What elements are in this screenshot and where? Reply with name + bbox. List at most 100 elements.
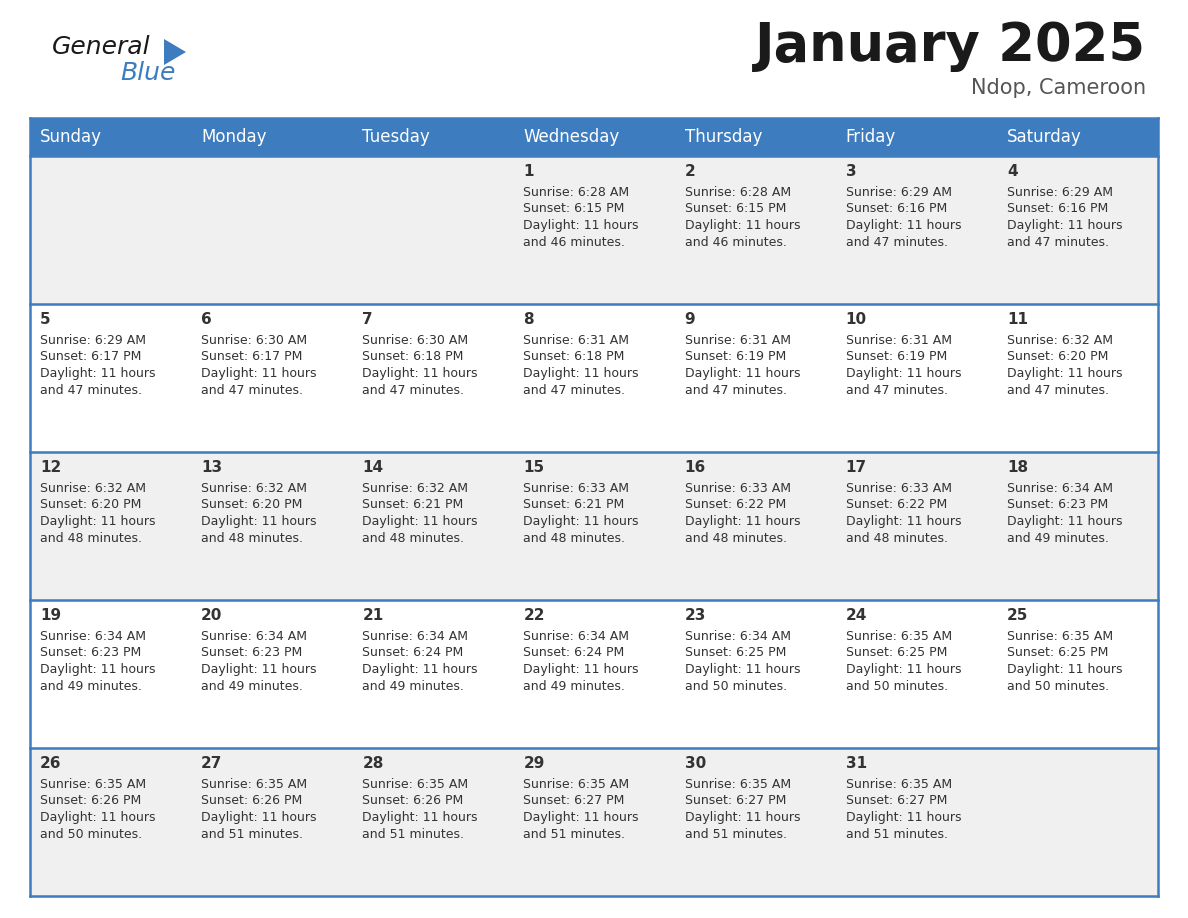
Text: Daylight: 11 hours: Daylight: 11 hours (684, 663, 800, 676)
Text: 8: 8 (524, 312, 535, 327)
Text: Sunset: 6:18 PM: Sunset: 6:18 PM (362, 351, 463, 364)
Text: Sunrise: 6:30 AM: Sunrise: 6:30 AM (362, 334, 468, 347)
Text: 30: 30 (684, 756, 706, 771)
Text: Sunset: 6:27 PM: Sunset: 6:27 PM (846, 794, 947, 808)
Text: and 51 minutes.: and 51 minutes. (362, 827, 465, 841)
Text: Sunset: 6:26 PM: Sunset: 6:26 PM (40, 794, 141, 808)
Text: Sunrise: 6:29 AM: Sunrise: 6:29 AM (846, 186, 952, 199)
Text: Sunrise: 6:34 AM: Sunrise: 6:34 AM (40, 630, 146, 643)
Text: Sunset: 6:17 PM: Sunset: 6:17 PM (40, 351, 141, 364)
Text: and 51 minutes.: and 51 minutes. (201, 827, 303, 841)
Text: Sunset: 6:19 PM: Sunset: 6:19 PM (846, 351, 947, 364)
Text: 16: 16 (684, 460, 706, 475)
Text: and 47 minutes.: and 47 minutes. (362, 384, 465, 397)
Text: and 47 minutes.: and 47 minutes. (1007, 236, 1108, 249)
Text: Sunrise: 6:33 AM: Sunrise: 6:33 AM (846, 482, 952, 495)
Text: Daylight: 11 hours: Daylight: 11 hours (524, 367, 639, 380)
Text: Blue: Blue (120, 61, 176, 85)
Text: Sunrise: 6:34 AM: Sunrise: 6:34 AM (684, 630, 790, 643)
Text: 18: 18 (1007, 460, 1028, 475)
Text: Daylight: 11 hours: Daylight: 11 hours (1007, 367, 1123, 380)
Bar (30, 156, 1158, 304)
Text: Daylight: 11 hours: Daylight: 11 hours (846, 663, 961, 676)
Text: Daylight: 11 hours: Daylight: 11 hours (40, 515, 156, 528)
Text: Sunset: 6:16 PM: Sunset: 6:16 PM (1007, 203, 1108, 216)
Text: Daylight: 11 hours: Daylight: 11 hours (362, 663, 478, 676)
Text: Sunrise: 6:31 AM: Sunrise: 6:31 AM (846, 334, 952, 347)
Text: and 51 minutes.: and 51 minutes. (846, 827, 948, 841)
Text: Sunset: 6:27 PM: Sunset: 6:27 PM (684, 794, 786, 808)
Text: Daylight: 11 hours: Daylight: 11 hours (524, 811, 639, 824)
Text: Sunrise: 6:33 AM: Sunrise: 6:33 AM (684, 482, 790, 495)
Text: and 48 minutes.: and 48 minutes. (684, 532, 786, 544)
Text: 9: 9 (684, 312, 695, 327)
Text: January 2025: January 2025 (756, 20, 1146, 72)
Text: and 50 minutes.: and 50 minutes. (684, 679, 786, 692)
Text: Daylight: 11 hours: Daylight: 11 hours (40, 367, 156, 380)
Text: Thursday: Thursday (684, 128, 762, 146)
Text: Sunrise: 6:31 AM: Sunrise: 6:31 AM (524, 334, 630, 347)
Text: Sunrise: 6:35 AM: Sunrise: 6:35 AM (846, 778, 952, 791)
Text: Sunset: 6:27 PM: Sunset: 6:27 PM (524, 794, 625, 808)
Text: Sunrise: 6:32 AM: Sunrise: 6:32 AM (40, 482, 146, 495)
Text: Sunrise: 6:35 AM: Sunrise: 6:35 AM (846, 630, 952, 643)
Text: Sunset: 6:23 PM: Sunset: 6:23 PM (1007, 498, 1108, 511)
Text: and 50 minutes.: and 50 minutes. (40, 827, 143, 841)
Text: and 48 minutes.: and 48 minutes. (362, 532, 465, 544)
Text: Daylight: 11 hours: Daylight: 11 hours (1007, 219, 1123, 232)
Text: Sunset: 6:20 PM: Sunset: 6:20 PM (1007, 351, 1108, 364)
Text: 3: 3 (846, 164, 857, 179)
Bar (30, 748, 1158, 896)
Text: Sunrise: 6:35 AM: Sunrise: 6:35 AM (201, 778, 308, 791)
Text: and 47 minutes.: and 47 minutes. (846, 236, 948, 249)
Text: 25: 25 (1007, 608, 1029, 623)
Text: and 50 minutes.: and 50 minutes. (846, 679, 948, 692)
Text: Daylight: 11 hours: Daylight: 11 hours (684, 515, 800, 528)
Text: and 49 minutes.: and 49 minutes. (524, 679, 625, 692)
Text: Daylight: 11 hours: Daylight: 11 hours (846, 811, 961, 824)
Text: Sunrise: 6:32 AM: Sunrise: 6:32 AM (1007, 334, 1113, 347)
Text: Ndop, Cameroon: Ndop, Cameroon (971, 78, 1146, 98)
Text: 20: 20 (201, 608, 222, 623)
Text: Sunrise: 6:33 AM: Sunrise: 6:33 AM (524, 482, 630, 495)
Text: Sunset: 6:22 PM: Sunset: 6:22 PM (846, 498, 947, 511)
Text: Tuesday: Tuesday (362, 128, 430, 146)
Text: Daylight: 11 hours: Daylight: 11 hours (684, 811, 800, 824)
Text: Sunset: 6:23 PM: Sunset: 6:23 PM (40, 646, 141, 659)
Text: Daylight: 11 hours: Daylight: 11 hours (524, 219, 639, 232)
Text: 19: 19 (40, 608, 61, 623)
Text: Daylight: 11 hours: Daylight: 11 hours (40, 811, 156, 824)
Text: Sunset: 6:15 PM: Sunset: 6:15 PM (524, 203, 625, 216)
Text: Sunset: 6:18 PM: Sunset: 6:18 PM (524, 351, 625, 364)
Text: and 47 minutes.: and 47 minutes. (40, 384, 143, 397)
Text: Sunset: 6:20 PM: Sunset: 6:20 PM (40, 498, 141, 511)
Bar (30, 118, 1158, 156)
Text: Sunset: 6:17 PM: Sunset: 6:17 PM (201, 351, 303, 364)
Text: 6: 6 (201, 312, 211, 327)
Text: Daylight: 11 hours: Daylight: 11 hours (846, 515, 961, 528)
Text: Sunset: 6:26 PM: Sunset: 6:26 PM (362, 794, 463, 808)
Text: Sunset: 6:24 PM: Sunset: 6:24 PM (524, 646, 625, 659)
Text: and 49 minutes.: and 49 minutes. (40, 679, 141, 692)
Text: and 48 minutes.: and 48 minutes. (846, 532, 948, 544)
Text: Sunrise: 6:32 AM: Sunrise: 6:32 AM (201, 482, 308, 495)
Text: Sunrise: 6:30 AM: Sunrise: 6:30 AM (201, 334, 308, 347)
Text: Sunrise: 6:35 AM: Sunrise: 6:35 AM (524, 778, 630, 791)
Text: Sunrise: 6:34 AM: Sunrise: 6:34 AM (201, 630, 308, 643)
Text: Sunrise: 6:35 AM: Sunrise: 6:35 AM (40, 778, 146, 791)
Text: Sunset: 6:22 PM: Sunset: 6:22 PM (684, 498, 785, 511)
Text: and 51 minutes.: and 51 minutes. (684, 827, 786, 841)
Polygon shape (164, 39, 187, 65)
Text: and 49 minutes.: and 49 minutes. (362, 679, 465, 692)
Text: and 47 minutes.: and 47 minutes. (684, 384, 786, 397)
Text: Sunrise: 6:29 AM: Sunrise: 6:29 AM (1007, 186, 1113, 199)
Text: and 47 minutes.: and 47 minutes. (846, 384, 948, 397)
Text: Sunset: 6:15 PM: Sunset: 6:15 PM (684, 203, 786, 216)
Text: Sunrise: 6:32 AM: Sunrise: 6:32 AM (362, 482, 468, 495)
Text: and 48 minutes.: and 48 minutes. (40, 532, 143, 544)
Bar (30, 452, 1158, 600)
Text: Saturday: Saturday (1007, 128, 1081, 146)
Text: Sunrise: 6:35 AM: Sunrise: 6:35 AM (684, 778, 791, 791)
Text: 31: 31 (846, 756, 867, 771)
Text: and 47 minutes.: and 47 minutes. (201, 384, 303, 397)
